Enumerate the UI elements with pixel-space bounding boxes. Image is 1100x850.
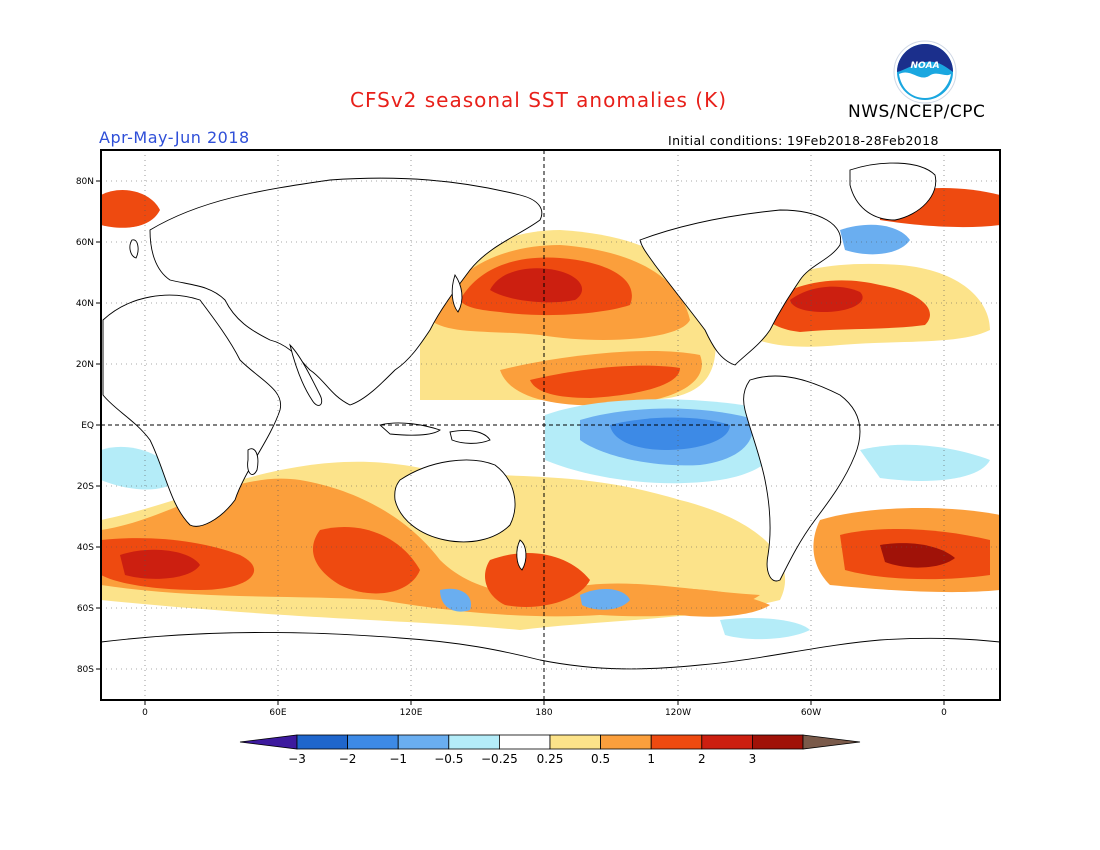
- indonesia-islands: [379, 422, 441, 436]
- indonesia-islands: [449, 429, 491, 444]
- antarctica-landmass: [101, 631, 1000, 700]
- lon-label: 0: [142, 708, 148, 718]
- colorbar-label: −0.5: [434, 752, 463, 766]
- lat-label: 80N: [76, 177, 94, 187]
- madagascar-landmass: [247, 448, 259, 475]
- warm-anomaly-region: [101, 190, 160, 228]
- warm-anomaly-region: [101, 478, 760, 617]
- greenland-landmass: [849, 162, 937, 221]
- south-america-landmass: [743, 375, 861, 582]
- africa-landmass: [102, 294, 282, 527]
- colorbar-swatch: [802, 734, 861, 750]
- japan-landmass: [451, 274, 463, 313]
- lat-labels: 80N 60N 40N 20N EQ 20S 40S 60S 80S: [76, 177, 94, 675]
- colorbar-label: 2: [698, 752, 706, 766]
- warm-anomaly-region: [485, 552, 590, 608]
- cool-anomaly-region: [440, 588, 471, 612]
- colorbar-swatch: [448, 734, 500, 750]
- india-landmass: [289, 343, 323, 406]
- lon-labels: 0 60E 120E 180 120W 60W 0: [142, 708, 947, 718]
- uk-landmass: [129, 239, 139, 259]
- colorbar-swatch: [752, 734, 804, 750]
- colorbar-label: −3: [288, 752, 306, 766]
- lat-label: 60S: [77, 604, 94, 614]
- lon-label: 120E: [400, 708, 423, 718]
- noaa-logo-icon: NOAA: [893, 40, 957, 104]
- eurasia-landmass: [149, 177, 543, 406]
- lon-label: 180: [535, 708, 552, 718]
- cool-anomaly-region: [610, 417, 730, 450]
- colorbar: −3 −2 −1 −0.5 −0.25 0.25 0.5 1 2 3: [239, 734, 861, 766]
- colorbar-swatch: [701, 734, 753, 750]
- colorbar-swatch: [296, 734, 348, 750]
- colorbar-label: −2: [339, 752, 357, 766]
- season-label: Apr-May-Jun 2018: [99, 128, 250, 147]
- colorbar-label: 1: [647, 752, 655, 766]
- agency-label: NWS/NCEP/CPC: [848, 102, 986, 122]
- colorbar-label: 0.25: [537, 752, 564, 766]
- warm-anomaly-region: [490, 268, 583, 303]
- colorbar-swatch: [347, 734, 399, 750]
- anomaly-field: [101, 188, 1000, 640]
- colorbar-swatch: [600, 734, 652, 750]
- lat-ticks: [96, 180, 101, 670]
- warm-anomaly-region: [790, 286, 863, 312]
- colorbar-swatch: [549, 734, 601, 750]
- colorbar-label: −1: [389, 752, 407, 766]
- lat-label: 20N: [76, 360, 94, 370]
- warm-anomaly-region: [530, 365, 680, 398]
- australia-landmass: [394, 459, 516, 543]
- reference-lines: [101, 150, 1000, 700]
- lon-ticks: [144, 700, 945, 705]
- warm-anomaly-region: [312, 526, 420, 594]
- lon-label: 60E: [269, 708, 286, 718]
- cool-anomaly-region: [580, 588, 630, 610]
- new-zealand-landmass: [516, 539, 527, 571]
- svg-text:NOAA: NOAA: [910, 61, 939, 71]
- lat-label: 20S: [77, 482, 94, 492]
- warm-anomaly-region: [120, 549, 200, 579]
- colorbar-swatch: [239, 734, 298, 750]
- cool-anomaly-region: [720, 618, 810, 640]
- colorbar-label: −0.25: [481, 752, 518, 766]
- colorbar-swatch: [498, 734, 551, 750]
- lat-label: 40S: [77, 543, 94, 553]
- coastlines: [101, 162, 1000, 700]
- lat-label: 80S: [77, 665, 94, 675]
- map-title: CFSv2 seasonal SST anomalies (K): [350, 88, 727, 112]
- warm-anomaly-region: [640, 588, 770, 617]
- colorbar-label: 0.5: [591, 752, 610, 766]
- lon-label: 0: [941, 708, 947, 718]
- warm-anomaly-region: [880, 543, 955, 568]
- cool-anomaly-region: [840, 224, 910, 255]
- colorbar-label: 3: [749, 752, 757, 766]
- lat-label: 60N: [76, 238, 94, 248]
- north-america-landmass: [639, 209, 842, 366]
- initial-conditions-label: Initial conditions: 19Feb2018-28Feb2018: [668, 133, 939, 148]
- colorbar-swatch: [397, 734, 450, 750]
- lon-label: 120W: [665, 708, 691, 718]
- lat-label: EQ: [81, 421, 94, 431]
- cool-anomaly-region: [101, 446, 180, 490]
- cool-anomaly-region: [860, 444, 990, 481]
- lon-label: 60W: [801, 708, 821, 718]
- lat-label: 40N: [76, 299, 94, 309]
- colorbar-swatch: [650, 734, 703, 750]
